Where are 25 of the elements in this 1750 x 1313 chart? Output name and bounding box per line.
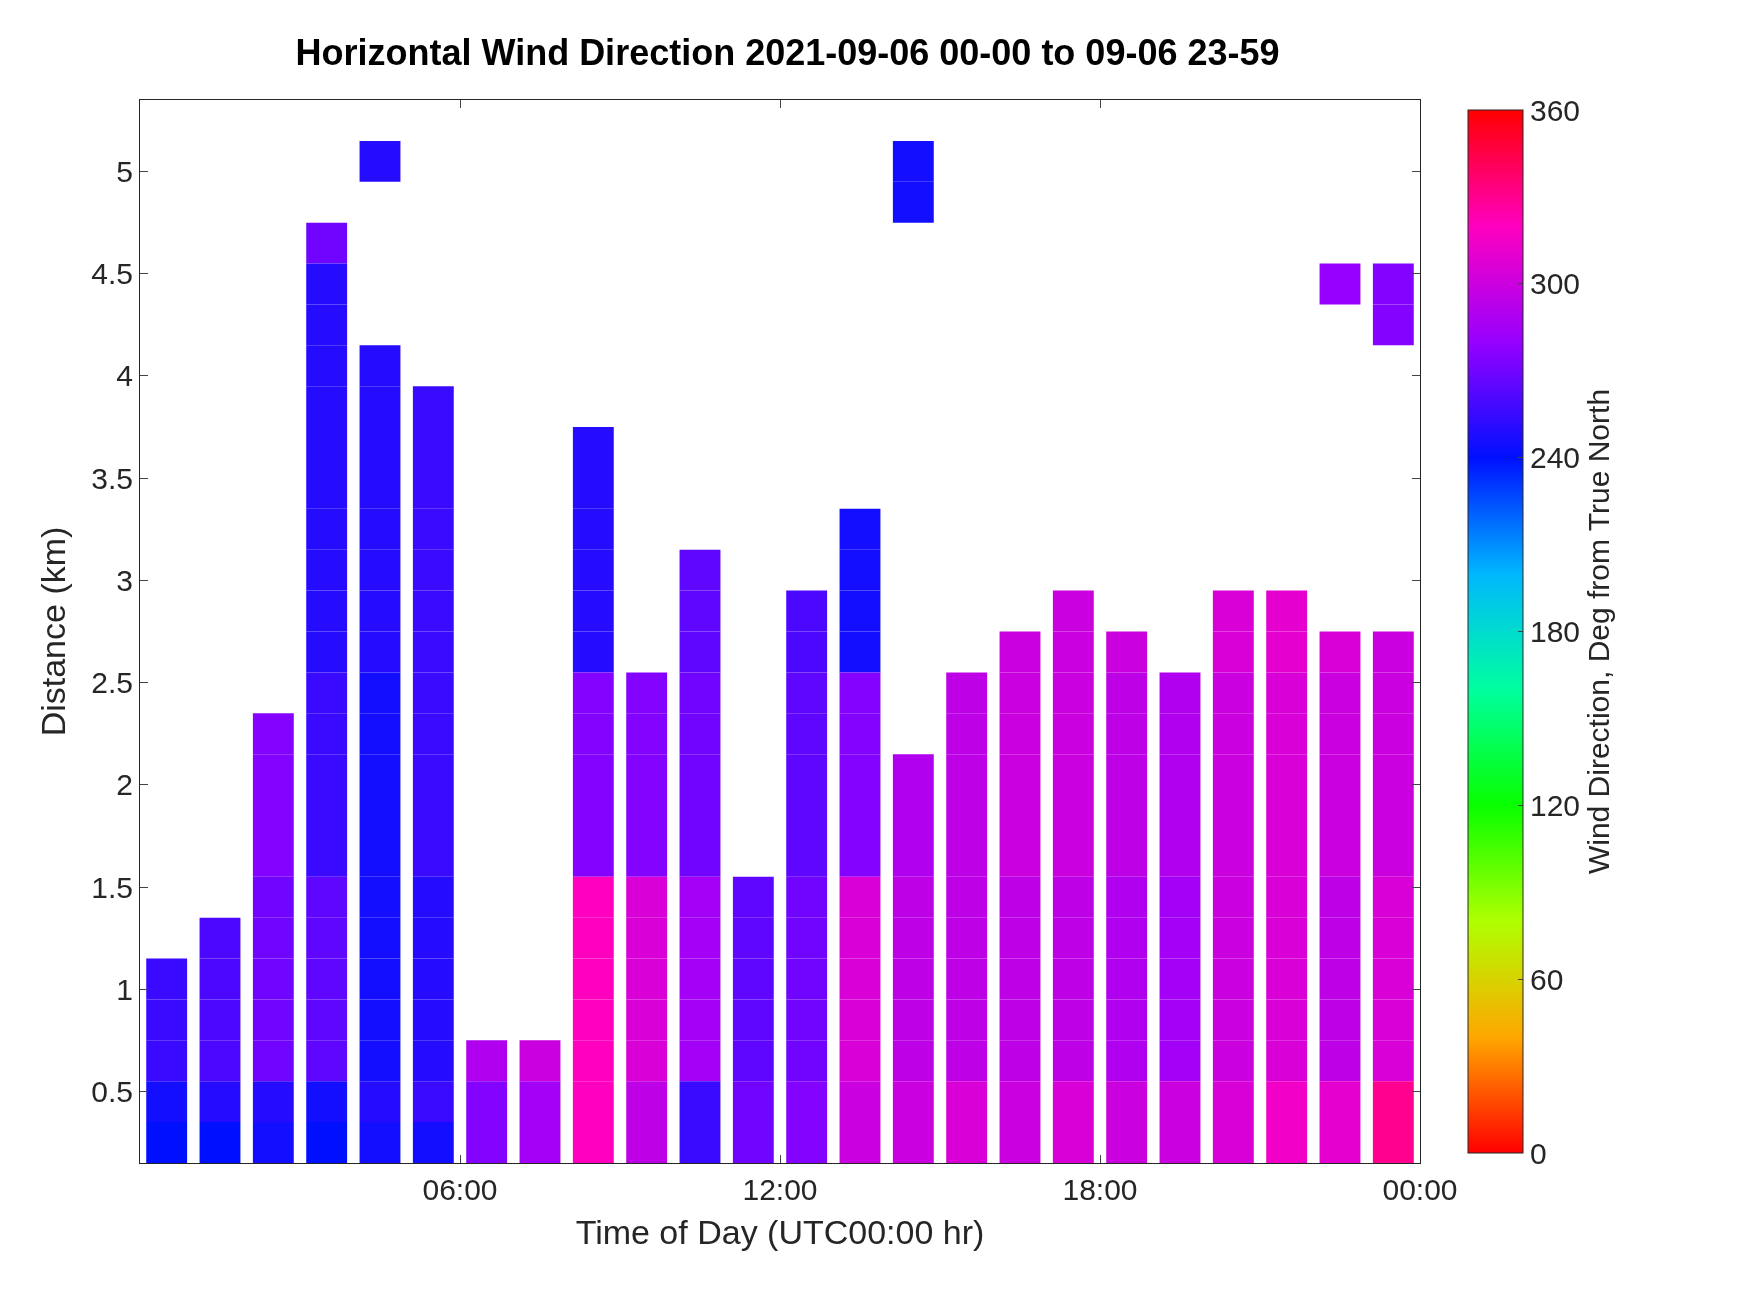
y-tick-label: 4 [116, 359, 133, 393]
y-tick-label: 2 [116, 768, 133, 802]
y-axis-title: Distance (km) [33, 526, 72, 737]
x-tick-label: 00:00 [1382, 1173, 1458, 1206]
x-axis-title: Time of Day (UTC00:00 hr) [575, 1213, 985, 1252]
x-tick-label: 12:00 [742, 1173, 818, 1206]
y-tick-label: 4.5 [91, 257, 133, 291]
color-bar-label: 240 [1530, 441, 1581, 475]
color-bar-label: 60 [1530, 962, 1564, 996]
x-tick-label: 18:00 [1062, 1173, 1138, 1206]
y-tick-label: 5 [116, 155, 133, 189]
y-tick-label: 1 [116, 972, 133, 1006]
color-bar-label: 180 [1530, 615, 1581, 648]
color-bar-title: Wind Direction, Deg from True North [1582, 388, 1616, 875]
color-bar-label: 0 [1530, 1136, 1547, 1170]
color-bar-label: 300 [1530, 267, 1581, 301]
y-tick-label: 0.5 [91, 1074, 133, 1108]
y-tick-label: 2.5 [91, 666, 133, 700]
y-tick-label: 1.5 [91, 870, 133, 904]
color-bar-label: 360 [1530, 93, 1581, 127]
color-bar-label: 120 [1530, 788, 1581, 822]
y-tick-label: 3.5 [91, 461, 133, 495]
y-tick-label: 3 [116, 563, 133, 597]
chart-title: Horizontal Wind Direction 2021-09-06 00-00 to 09-06 23-59 [295, 31, 1280, 73]
x-tick-label: 06:00 [422, 1173, 498, 1206]
